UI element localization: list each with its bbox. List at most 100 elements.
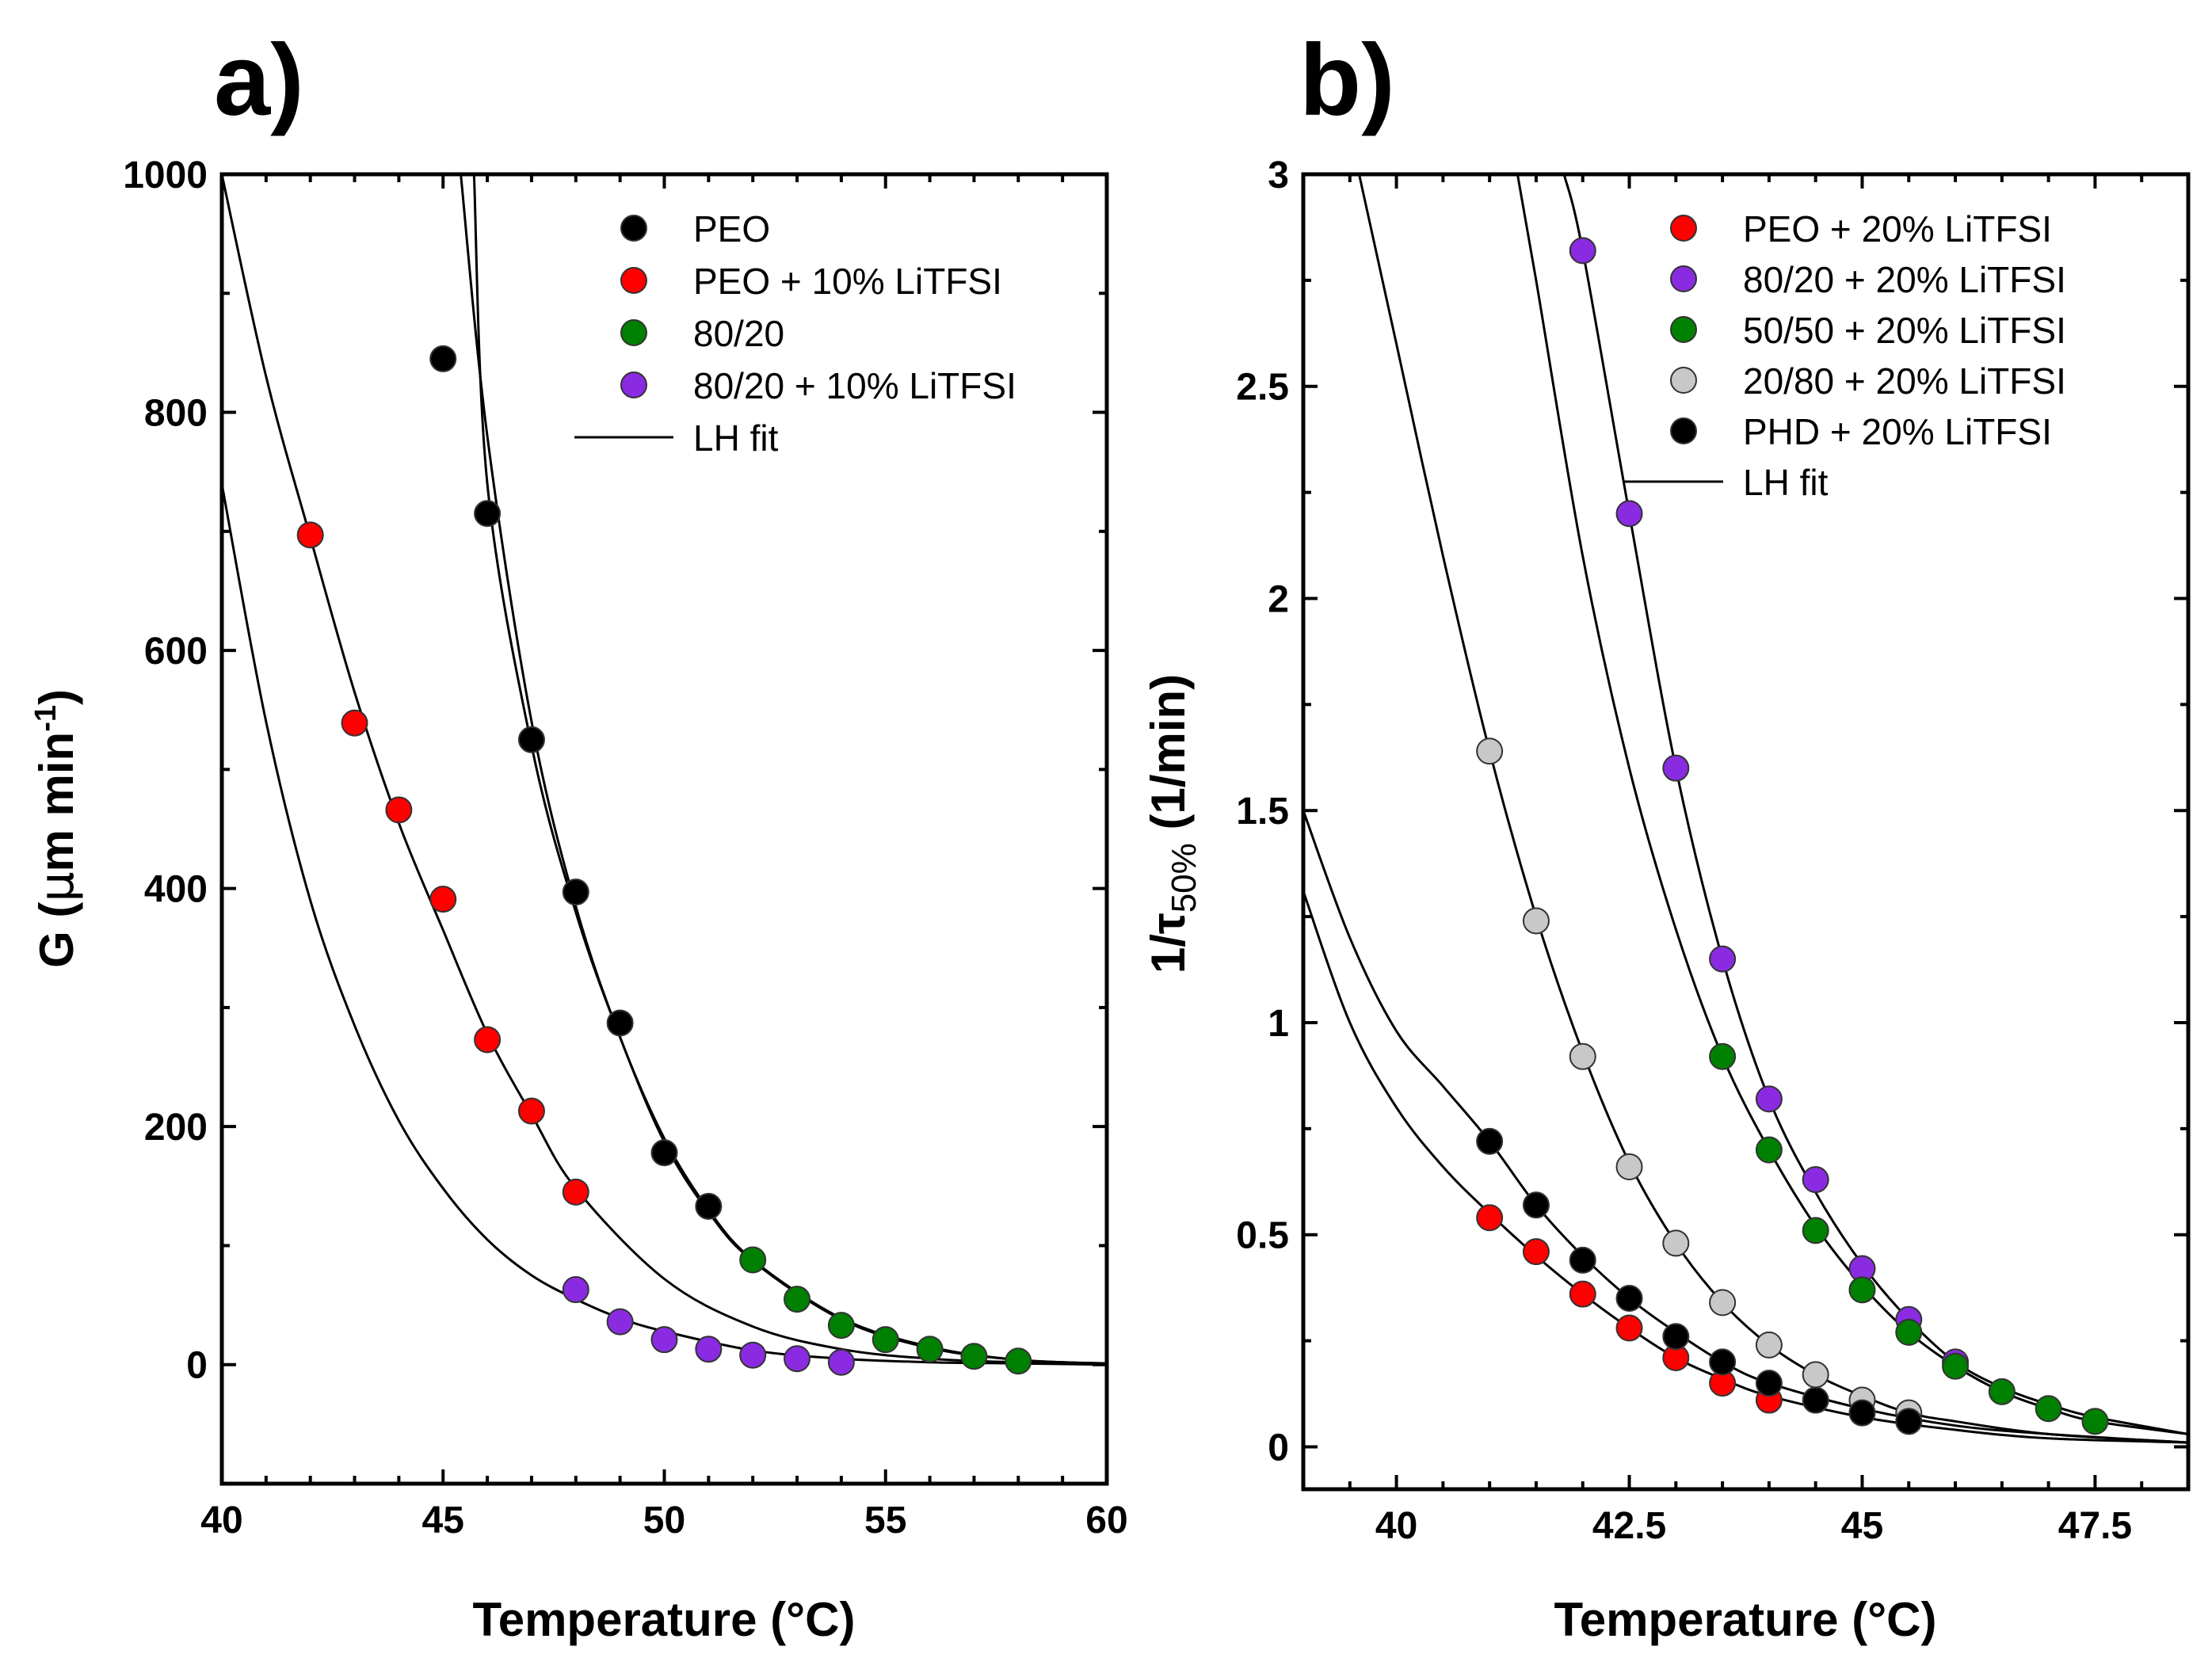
data-point-a-s2-6 <box>517 1097 545 1125</box>
data-point-a-s3-4 <box>871 1326 899 1354</box>
data-point-b-s4-7 <box>1755 1331 1783 1359</box>
y-tick-label: 0 <box>1268 1427 1289 1469</box>
x-tick-label: 45 <box>1841 1505 1883 1547</box>
legend-label: 50/50 + 20% LiTFSI <box>1743 310 2066 351</box>
x-tick-label: 60 <box>1085 1500 1127 1542</box>
x-tick-label: 50 <box>643 1500 685 1542</box>
data-point-a-s2-5 <box>474 1026 502 1054</box>
data-point-a-s4-3 <box>650 1326 678 1354</box>
panel-label-b: b) <box>1299 24 1395 137</box>
data-point-b-s3-6 <box>1942 1352 1970 1380</box>
data-point-b-s1-1 <box>1476 1204 1504 1232</box>
data-point-b-s3-9 <box>2081 1408 2109 1435</box>
data-point-a-s4-6 <box>784 1345 811 1373</box>
data-point-b-s4-3 <box>1569 1042 1596 1070</box>
data-point-a-s1-2 <box>474 500 502 528</box>
data-point-b-s3-2 <box>1755 1136 1783 1164</box>
data-point-a-s4-2 <box>606 1308 634 1336</box>
data-point-a-s2-7 <box>562 1178 589 1206</box>
lh-fit-curve-a-4 <box>222 483 1107 1366</box>
legend-marker <box>620 215 647 242</box>
data-point-b-s5-8 <box>1802 1386 1829 1414</box>
legend-marker <box>620 319 647 346</box>
data-point-b-s5-4 <box>1615 1285 1643 1313</box>
legend-fit-label: LH fit <box>693 417 779 459</box>
x-axis-title-a: Temperature (°C) <box>473 1593 856 1646</box>
plot-frame-b <box>1301 172 2191 1492</box>
data-point-a-s3-2 <box>784 1286 811 1313</box>
data-point-b-s5-9 <box>1848 1399 1876 1427</box>
legend-label: 20/80 + 20% LiTFSI <box>1743 360 2066 402</box>
data-point-b-s3-8 <box>2035 1395 2062 1423</box>
x-tick-label: 45 <box>422 1500 464 1542</box>
data-point-b-s2-1 <box>1569 237 1596 265</box>
data-point-b-s2-3 <box>1662 754 1690 782</box>
legend-b: PEO + 20% LiTFSI 80/20 + 20% LiTFSI 50/50 … <box>1624 208 2066 503</box>
data-point-b-s4-6 <box>1709 1289 1737 1317</box>
legend-a: PEO PEO + 10% LiTFSI 80/20 80/20 + 10% LiTF… <box>574 208 1016 459</box>
data-point-b-s2-5 <box>1755 1085 1783 1113</box>
data-point-b-s3-1 <box>1709 1042 1737 1070</box>
data-point-a-s1-1 <box>429 345 457 372</box>
data-point-a-s4-7 <box>827 1348 855 1376</box>
data-point-a-s4-5 <box>739 1341 767 1369</box>
data-point-b-s3-7 <box>1988 1378 2016 1405</box>
y-tick-label: 1.5 <box>1236 791 1289 833</box>
legend-label: PEO <box>693 208 770 250</box>
legend-marker <box>1670 215 1697 242</box>
x-tick-label: 42.5 <box>1592 1505 1666 1547</box>
lh-fit-curve-b-2 <box>1303 810 2188 1444</box>
data-point-a-s3-7 <box>1005 1347 1032 1375</box>
data-point-b-s5-5 <box>1662 1323 1690 1351</box>
y-axis-title-b: 1/τ50% (1/min) <box>1142 674 1203 974</box>
data-point-a-s1-6 <box>650 1139 678 1167</box>
legend-label: PEO + 20% LiTFSI <box>1743 208 2052 250</box>
data-point-b-s4-4 <box>1615 1153 1643 1181</box>
y-tick-label: 200 <box>144 1107 208 1149</box>
legend-marker <box>620 267 647 294</box>
y-tick-label: 2 <box>1268 578 1289 620</box>
data-point-b-s4-2 <box>1522 907 1550 935</box>
data-point-a-s2-1 <box>296 521 324 549</box>
x-tick-label: 47.5 <box>2058 1505 2132 1547</box>
data-point-b-s1-3 <box>1569 1280 1596 1308</box>
data-point-a-s1-7 <box>695 1192 723 1220</box>
y-tick-label: 800 <box>144 393 208 435</box>
data-point-a-s3-6 <box>960 1343 988 1370</box>
legend-label: PEO + 10% LiTFSI <box>693 261 1002 302</box>
data-point-b-s4-5 <box>1662 1229 1690 1257</box>
data-point-b-s5-10 <box>1895 1408 1923 1435</box>
data-point-b-s5-2 <box>1522 1191 1550 1219</box>
data-point-b-s5-7 <box>1755 1370 1783 1397</box>
y-tick-label: 1000 <box>123 154 208 196</box>
x-tick-label: 40 <box>1375 1505 1417 1547</box>
y-tick-label: 400 <box>144 869 208 911</box>
data-point-b-s3-4 <box>1848 1276 1876 1304</box>
data-point-a-s2-3 <box>385 796 413 824</box>
data-point-a-s4-4 <box>695 1336 723 1363</box>
data-point-b-s4-8 <box>1802 1361 1829 1389</box>
data-point-b-s5-3 <box>1569 1246 1596 1274</box>
legend-marker <box>1670 265 1697 292</box>
data-point-b-s1-4 <box>1615 1314 1643 1342</box>
y-tick-label: 2.5 <box>1236 367 1289 409</box>
data-point-a-s4-1 <box>562 1276 589 1304</box>
data-point-a-s3-1 <box>739 1246 767 1274</box>
data-point-b-s2-4 <box>1709 945 1737 973</box>
panel-label-a: a) <box>214 24 304 137</box>
data-point-b-s4-1 <box>1476 737 1504 765</box>
lh-fit-curve-a-3 <box>222 174 1107 1365</box>
data-point-a-s1-5 <box>606 1009 634 1037</box>
legend-marker <box>620 372 647 398</box>
data-point-a-s3-3 <box>827 1312 855 1340</box>
legend-marker <box>1670 316 1697 343</box>
data-point-b-s2-6 <box>1802 1166 1829 1194</box>
data-point-a-s1-3 <box>517 726 545 753</box>
data-point-a-s1-4 <box>562 878 589 906</box>
y-tick-label: 1 <box>1268 1003 1289 1045</box>
data-point-b-s2-2 <box>1615 500 1643 528</box>
data-point-a-s2-2 <box>341 709 368 737</box>
y-tick-label: 0.5 <box>1236 1215 1289 1257</box>
